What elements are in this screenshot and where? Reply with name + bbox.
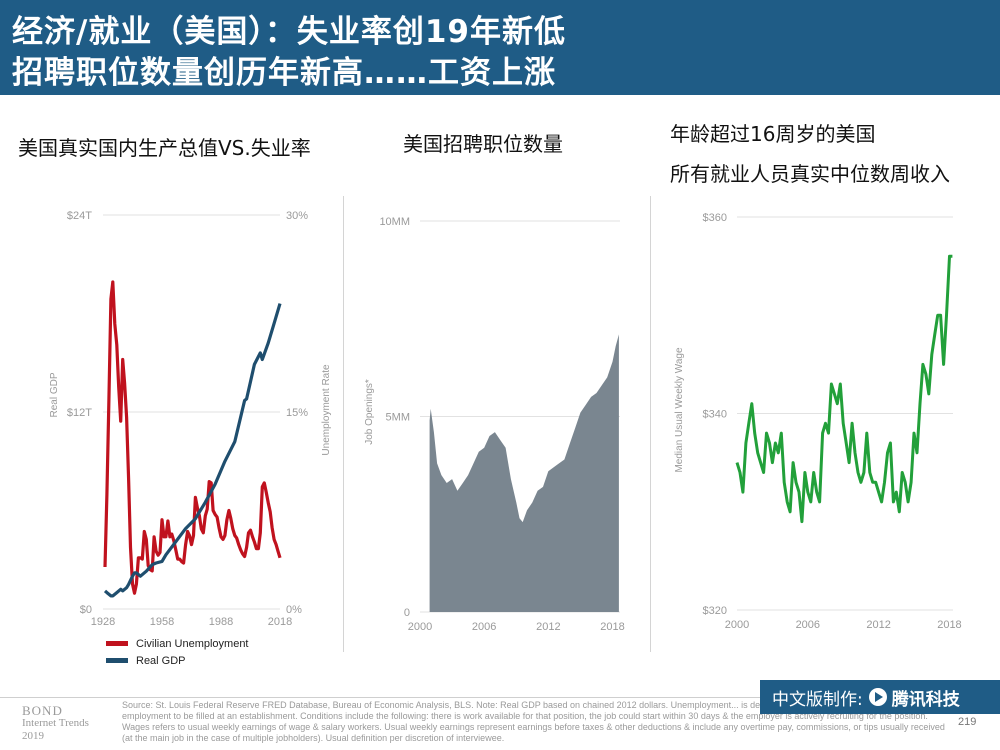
x-tick-label: 2018 bbox=[600, 621, 624, 633]
y-axis-right-label: Unemployment Rate bbox=[321, 364, 332, 456]
slide-title-line-1: 经济/就业（美国）：失业率创19年新低 bbox=[12, 14, 566, 50]
x-tick-label: 1988 bbox=[209, 616, 233, 628]
bond-report-name: Internet Trends bbox=[22, 717, 89, 729]
bond-logo: BOND Internet Trends 2019 bbox=[22, 704, 89, 743]
source-note: Source: St. Louis Federal Reserve FRED D… bbox=[122, 700, 945, 743]
legend-swatch bbox=[106, 658, 128, 663]
y-tick-label: 0 bbox=[404, 607, 410, 619]
panel-divider-1 bbox=[343, 196, 344, 652]
y-axis-label: Job Openings* bbox=[364, 379, 375, 445]
series-line-real-gdp bbox=[103, 303, 282, 598]
y-axis-left-label: Real GDP bbox=[49, 372, 60, 417]
y-tick-label: 10MM bbox=[379, 216, 410, 228]
legend-label: Real GDP bbox=[136, 654, 186, 667]
wage-series-line bbox=[735, 254, 953, 524]
y-right-tick-label: 30% bbox=[286, 210, 308, 222]
slide-title-line-2: 招聘职位数量创历年新高……工资上涨 bbox=[12, 55, 556, 91]
legend-swatch bbox=[106, 641, 128, 646]
x-tick-label: 2000 bbox=[725, 619, 749, 631]
y-left-tick-label: $12T bbox=[67, 407, 92, 419]
y-tick-label: 5MM bbox=[386, 412, 410, 424]
x-tick-label: 2012 bbox=[866, 619, 890, 631]
series-line-unemployment bbox=[103, 280, 282, 595]
x-tick-label: 2006 bbox=[796, 619, 820, 631]
x-tick-label: 1958 bbox=[150, 616, 174, 628]
chinese-edition-badge: 中文版制作: 腾讯科技 bbox=[760, 680, 1000, 714]
y-tick-label: $340 bbox=[703, 409, 727, 421]
panel-3-title-line-2: 所有就业人员真实中位数周收入 bbox=[670, 162, 950, 186]
y-tick-label: $360 bbox=[703, 212, 727, 224]
badge-label: 中文版制作: bbox=[772, 689, 863, 710]
footer-divider bbox=[0, 697, 1000, 698]
legend-item-unemployment: Civilian Unemployment bbox=[106, 635, 249, 652]
y-right-tick-label: 15% bbox=[286, 407, 308, 419]
x-tick-label: 2006 bbox=[472, 621, 496, 633]
page-number: 219 bbox=[958, 716, 977, 728]
panel-3-title-line-1: 年龄超过16周岁的美国 bbox=[670, 122, 876, 146]
job-openings-area bbox=[429, 334, 619, 612]
y-left-tick-label: $0 bbox=[80, 604, 92, 616]
x-tick-label: 2018 bbox=[268, 616, 292, 628]
panel-1-title: 美国真实国内生产总值VS.失业率 bbox=[18, 136, 311, 160]
x-tick-label: 2018 bbox=[937, 619, 961, 631]
bond-wordmark: BOND bbox=[22, 703, 63, 718]
y-tick-label: $320 bbox=[703, 605, 727, 617]
panel-2-title: 美国招聘职位数量 bbox=[403, 132, 563, 156]
y-left-tick-label: $24T bbox=[67, 210, 92, 222]
chart-legend: Civilian Unemployment Real GDP bbox=[106, 635, 249, 669]
y-right-tick-label: 0% bbox=[286, 604, 302, 616]
x-tick-label: 2000 bbox=[408, 621, 432, 633]
badge-brand: 腾讯科技 bbox=[891, 689, 960, 710]
panel-divider-2 bbox=[650, 196, 651, 652]
header-banner: 经济/就业（美国）：失业率创19年新低 招聘职位数量创历年新高……工资上涨 bbox=[0, 0, 1000, 95]
x-tick-label: 2012 bbox=[536, 621, 560, 633]
tencent-logo-icon bbox=[868, 688, 887, 706]
y-axis-label: Median Usual Weekly Wage bbox=[674, 347, 685, 472]
x-tick-label: 1928 bbox=[91, 616, 115, 628]
legend-label: Civilian Unemployment bbox=[136, 637, 249, 650]
bond-report-year: 2019 bbox=[22, 730, 44, 742]
legend-item-gdp: Real GDP bbox=[106, 652, 249, 669]
